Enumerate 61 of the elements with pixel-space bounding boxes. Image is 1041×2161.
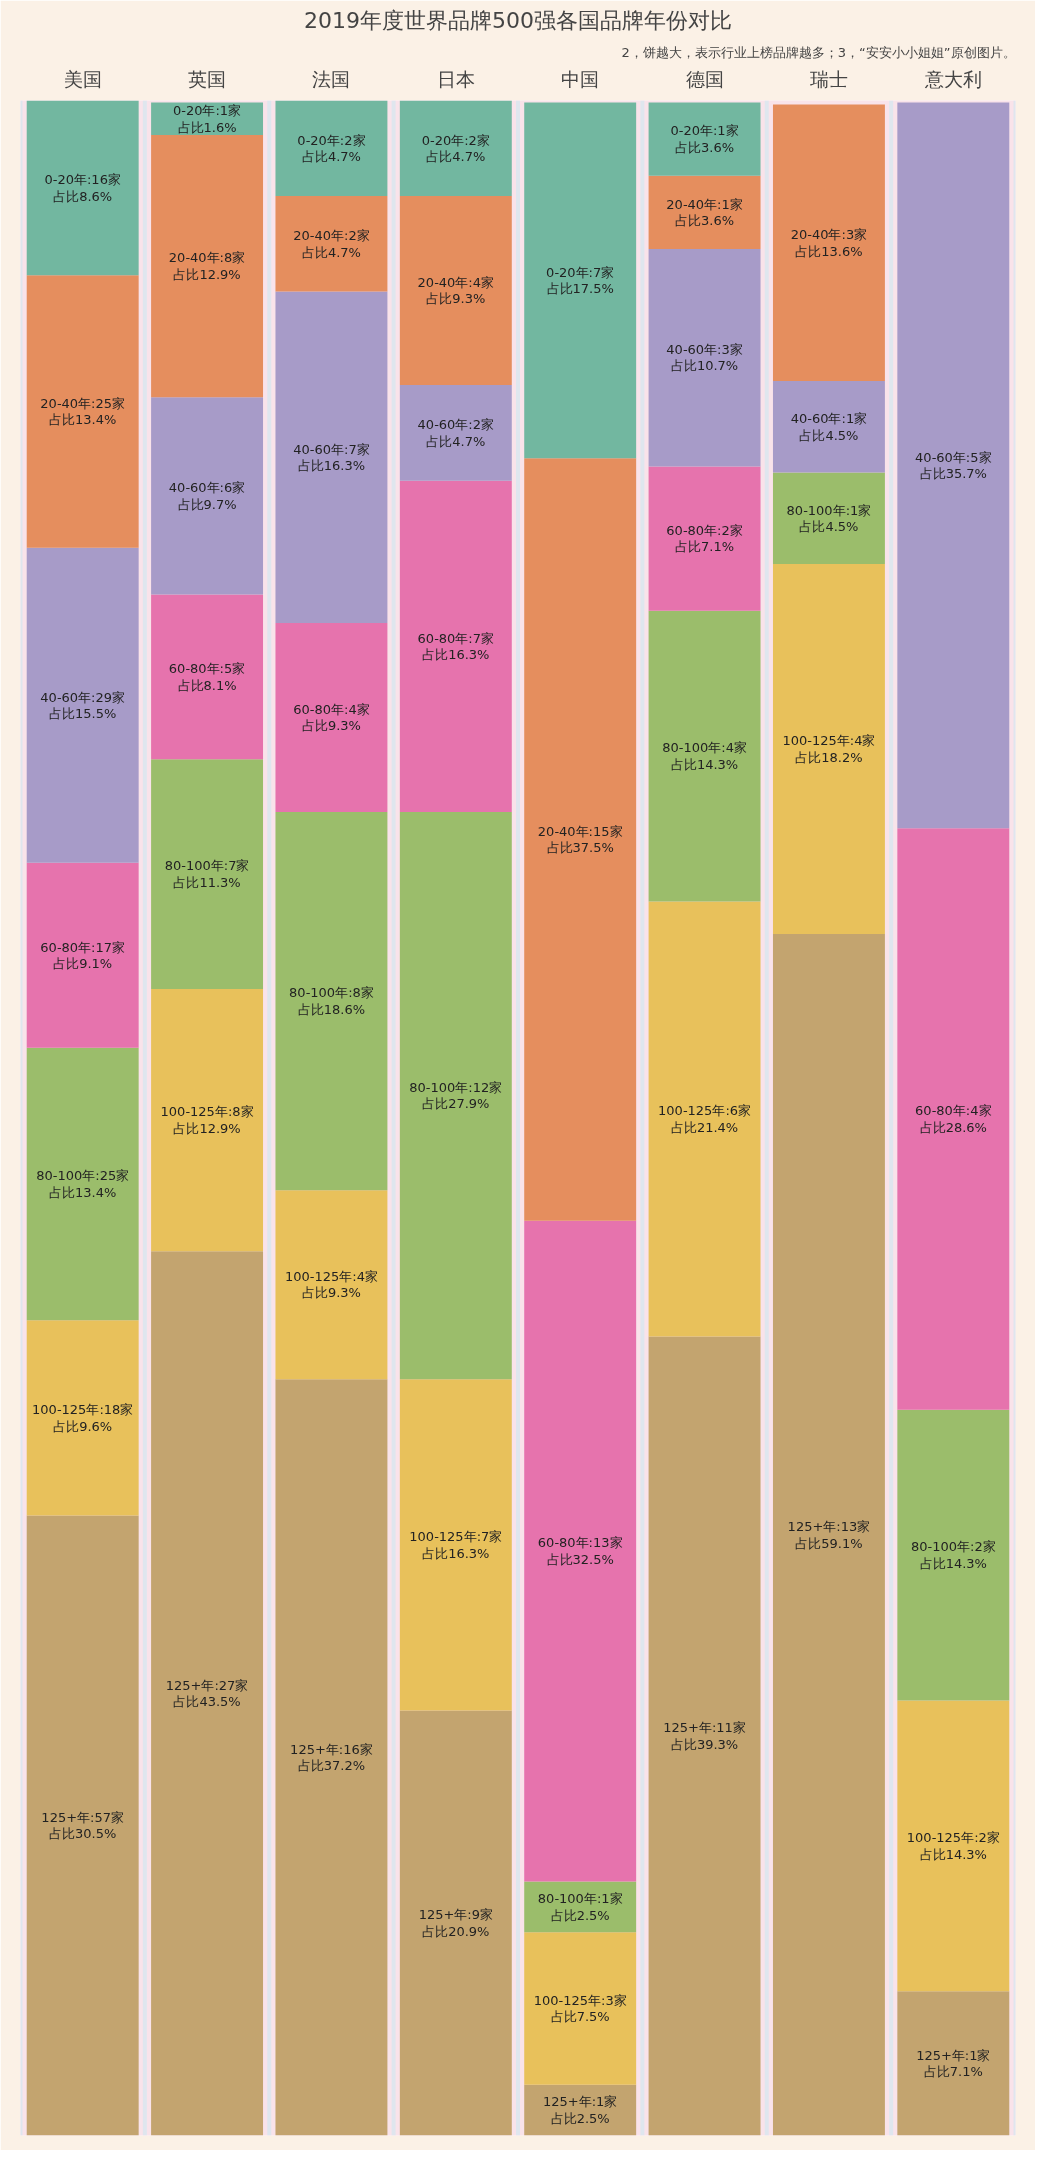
data-label: 100-125年:3家占比7.5% bbox=[533, 1992, 627, 2025]
data-label: 100-125年:4家占比9.3% bbox=[284, 1268, 378, 1301]
data-label: 20-40年:2家占比4.7% bbox=[293, 228, 370, 260]
x-tick-label: 日本 bbox=[436, 67, 475, 90]
x-tick-label: 德国 bbox=[685, 67, 724, 90]
data-label: 100-125年:8家占比12.9% bbox=[160, 1104, 254, 1136]
data-label: 100-125年:6家占比21.4% bbox=[658, 1103, 752, 1135]
data-label: 60-80年:17家占比9.1% bbox=[40, 939, 126, 972]
data-label: 40-60年:2家占比4.7% bbox=[417, 417, 495, 449]
data-label: 0-20年:1家占比3.6% bbox=[670, 123, 739, 155]
data-label: 0-20年:2家占比4.7% bbox=[421, 132, 490, 165]
data-label: 40-60年:5家占比35.7% bbox=[915, 449, 992, 482]
data-label: 60-80年:2家占比7.1% bbox=[666, 522, 743, 555]
data-label: 20-40年:8家占比12.9% bbox=[168, 250, 246, 282]
data-label: 80-100年:7家占比11.3% bbox=[164, 858, 250, 890]
data-label: 40-60年:7家占比16.3% bbox=[293, 441, 370, 474]
data-label: 40-60年:3家占比10.7% bbox=[666, 341, 743, 374]
x-tick-label: 英国 bbox=[188, 67, 227, 90]
data-label: 80-100年:12家占比27.9% bbox=[409, 1079, 503, 1112]
data-label: 125+年:16家占比37.2% bbox=[290, 1741, 373, 1774]
data-label: 20-40年:1家占比3.6% bbox=[666, 196, 743, 229]
data-label: 60-80年:4家占比9.3% bbox=[293, 701, 370, 734]
data-label: 125+年:13家占比59.1% bbox=[787, 1519, 871, 1551]
data-label: 60-80年:7家占比16.3% bbox=[417, 630, 495, 663]
data-label: 125+年:57家占比30.5% bbox=[41, 1809, 125, 1842]
data-label: 125+年:11家占比39.3% bbox=[663, 1720, 746, 1752]
data-label: 125+年:9家占比20.9% bbox=[418, 1907, 493, 1939]
data-label: 60-80年:5家占比8.1% bbox=[168, 661, 246, 693]
data-label: 0-20年:16家占比8.6% bbox=[44, 172, 121, 204]
data-label: 100-125年:4家占比18.2% bbox=[782, 733, 876, 765]
data-label: 40-60年:1家占比4.5% bbox=[790, 411, 868, 443]
data-label: 20-40年:3家占比13.6% bbox=[790, 227, 868, 259]
data-label: 80-100年:2家占比14.3% bbox=[910, 1539, 996, 1571]
x-tick-label: 瑞士 bbox=[809, 67, 848, 90]
data-label: 80-100年:4家占比14.3% bbox=[662, 740, 747, 772]
data-label: 0-20年:7家占比17.5% bbox=[546, 264, 615, 297]
data-label: 125+年:27家占比43.5% bbox=[165, 1677, 249, 1710]
data-label: 125+年:1家占比2.5% bbox=[543, 2094, 618, 2126]
x-tick-label: 美国 bbox=[63, 67, 102, 90]
data-label: 80-100年:1家占比4.5% bbox=[786, 502, 872, 535]
data-label: 100-125年:18家占比9.6% bbox=[32, 1402, 134, 1434]
data-label: 80-100年:25家占比13.4% bbox=[36, 1168, 130, 1200]
data-label: 0-20年:2家占比4.7% bbox=[297, 132, 366, 165]
data-label: 60-80年:13家占比32.5% bbox=[537, 1535, 623, 1567]
data-label: 100-125年:7家占比16.3% bbox=[409, 1529, 503, 1561]
data-label: 20-40年:25家占比13.4% bbox=[40, 395, 126, 428]
chart-title: 2019年度世界品牌500强各国品牌年份对比 bbox=[304, 7, 732, 33]
x-tick-label: 法国 bbox=[312, 67, 351, 90]
data-label: 80-100年:1家占比2.5% bbox=[537, 1891, 623, 1923]
chart-subtitle: 2，饼越大，表示行业上榜品牌越多；3，“安安小小姐姐”原创图片。 bbox=[621, 44, 1016, 60]
data-label: 40-60年:6家占比9.7% bbox=[168, 480, 246, 512]
data-label: 40-60年:29家占比15.5% bbox=[40, 689, 126, 722]
data-label: 100-125年:2家占比14.3% bbox=[906, 1830, 1000, 1862]
x-tick-label: 意大利 bbox=[923, 67, 982, 90]
data-label: 20-40年:15家占比37.5% bbox=[537, 823, 623, 856]
data-label: 20-40年:4家占比9.3% bbox=[417, 274, 495, 307]
data-label: 80-100年:8家占比18.6% bbox=[289, 985, 374, 1017]
x-tick-label: 中国 bbox=[561, 67, 600, 90]
data-label: 0-20年:1家占比1.6% bbox=[172, 103, 242, 135]
data-label: 60-80年:4家占比28.6% bbox=[915, 1103, 992, 1135]
data-label: 125+年:1家占比7.1% bbox=[916, 2047, 991, 2080]
